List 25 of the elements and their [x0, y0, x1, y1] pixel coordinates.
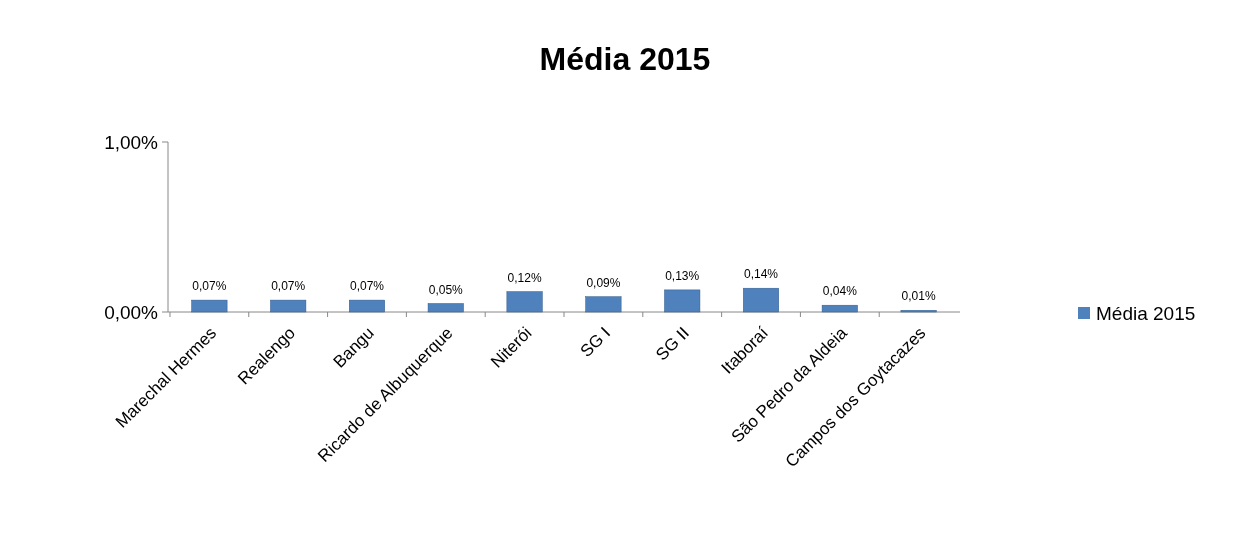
bar: [664, 289, 701, 313]
data-label: 0,07%: [271, 279, 306, 294]
data-label: 0,07%: [192, 279, 227, 294]
legend-label: Média 2015: [1096, 302, 1196, 324]
data-label: 0,14%: [744, 267, 779, 282]
x-tick-label: SG I: [576, 323, 615, 361]
bar: [349, 299, 385, 313]
data-label: 0,05%: [428, 282, 464, 297]
chart-title: Média 2015: [539, 41, 711, 77]
y-tick-label: 0,00%: [104, 301, 159, 323]
data-label: 0,09%: [586, 275, 621, 290]
data-label: 0,04%: [822, 284, 858, 299]
bar: [506, 291, 543, 313]
x-tick-label: SG II: [652, 323, 694, 365]
bar: [191, 299, 228, 313]
data-label: 0,13%: [665, 268, 700, 283]
bar: [585, 296, 622, 313]
y-tick-label: 1,00%: [104, 131, 159, 153]
bar: [821, 304, 858, 313]
bar: [427, 303, 464, 313]
bar: [743, 287, 779, 313]
bar: [270, 299, 307, 313]
data-label: 0,01%: [901, 289, 936, 304]
data-label: 0,07%: [349, 279, 385, 294]
data-label: 0,12%: [507, 270, 542, 285]
